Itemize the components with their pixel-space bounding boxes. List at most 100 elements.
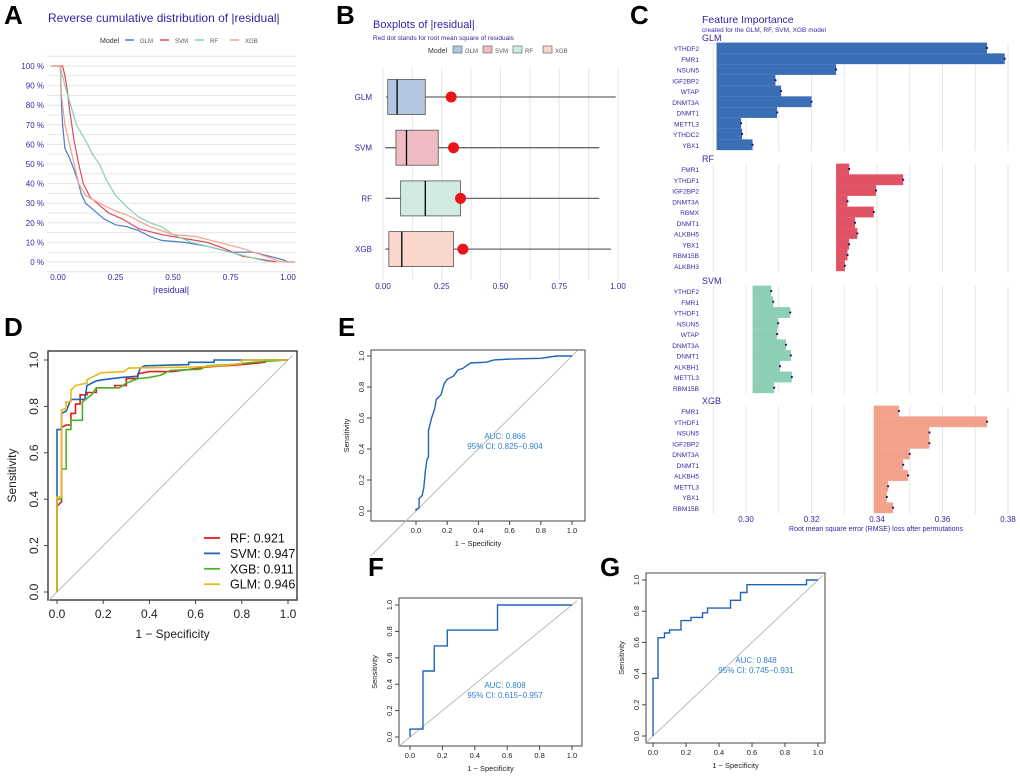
feature-label: NSUN5 bbox=[677, 321, 699, 328]
y-tick-label: 0.6 bbox=[27, 444, 41, 461]
group-label: RF bbox=[702, 154, 714, 164]
feature-label: METTL3 bbox=[674, 121, 699, 128]
x-tick-label: 0.8 bbox=[233, 607, 250, 621]
rmse-dot bbox=[445, 91, 457, 103]
box bbox=[395, 129, 439, 166]
chart-title: Reverse cumulative distribution of |resi… bbox=[48, 11, 280, 25]
feature-label: YBX1 bbox=[682, 143, 699, 150]
legend-label: SVM bbox=[495, 49, 508, 55]
legend-label: GLM bbox=[140, 39, 153, 45]
panel-label: B bbox=[336, 0, 355, 30]
rmse-dot bbox=[448, 142, 459, 154]
feature-label: DNMT1 bbox=[677, 111, 700, 118]
y-tick-label: 30 % bbox=[26, 199, 44, 208]
y-tick-label: 40 % bbox=[26, 180, 44, 189]
panel-label: F bbox=[368, 552, 384, 582]
x-tick-label: 0.2 bbox=[437, 751, 447, 760]
y-category-label: RF bbox=[361, 194, 372, 203]
feature-label: WTAP bbox=[681, 332, 699, 339]
ci-annotation: 95% CI: 0.615−0.957 bbox=[467, 691, 543, 700]
feature-label: DNMT1 bbox=[677, 463, 700, 470]
y-tick-label: 0.8 bbox=[385, 626, 394, 636]
importance-bar bbox=[873, 491, 887, 503]
legend-swatch bbox=[542, 45, 553, 54]
importance-point bbox=[776, 111, 779, 114]
roc-curve bbox=[56, 359, 288, 592]
panel-label: G bbox=[600, 552, 620, 582]
y-tick-label: 100 % bbox=[21, 62, 44, 71]
ci-annotation: 95% CI: 0.825−0.904 bbox=[467, 442, 543, 451]
x-tick-label: 0.6 bbox=[502, 751, 512, 760]
importance-bar bbox=[716, 42, 988, 54]
importance-point bbox=[928, 431, 931, 434]
importance-bar bbox=[873, 459, 904, 471]
box bbox=[388, 231, 454, 268]
importance-point bbox=[846, 253, 849, 257]
importance-point bbox=[751, 143, 754, 146]
feature-label: DNMT3A bbox=[672, 452, 699, 459]
importance-point bbox=[810, 100, 813, 103]
y-tick-label: 0.8 bbox=[357, 382, 366, 392]
legend-label: XGB bbox=[245, 39, 258, 45]
x-tick-label: 0.30 bbox=[738, 515, 754, 524]
legend-title: Model bbox=[428, 48, 448, 55]
feature-label: ALKBH5 bbox=[674, 232, 699, 239]
panel-label: C bbox=[630, 0, 649, 30]
y-tick-label: 0.4 bbox=[357, 444, 366, 454]
legend-label: GLM bbox=[465, 49, 478, 55]
feature-label: DNMT3A bbox=[672, 199, 699, 206]
x-axis-label: Root mean square error (RMSE) loss after… bbox=[789, 526, 963, 533]
x-axis-label: 1 − Specificity bbox=[135, 627, 209, 641]
feature-label: FMR1 bbox=[681, 409, 699, 416]
feature-label: DNMT1 bbox=[677, 354, 700, 361]
x-tick-label: 0.38 bbox=[1000, 515, 1016, 524]
x-tick-label: 0.25 bbox=[108, 273, 124, 282]
importance-point bbox=[908, 452, 911, 456]
importance-point bbox=[885, 495, 888, 499]
importance-point bbox=[848, 167, 851, 171]
auc-annotation: AUC: 0.808 bbox=[484, 681, 526, 690]
plot-frame bbox=[645, 572, 826, 744]
x-tick-label: 0.0 bbox=[49, 607, 66, 621]
importance-point bbox=[779, 89, 783, 93]
importance-bar bbox=[836, 163, 850, 175]
legend-label: RF bbox=[525, 49, 533, 55]
x-tick-label: 1.0 bbox=[813, 748, 823, 757]
legend: Model GLM SVM RF XGB bbox=[100, 38, 258, 45]
x-tick-label: 0.0 bbox=[405, 751, 415, 760]
importance-point bbox=[902, 463, 905, 466]
x-tick-label: 0.0 bbox=[411, 526, 421, 535]
diagonal-reference-line bbox=[47, 354, 294, 602]
importance-bar bbox=[836, 238, 850, 250]
chart-subtitle: created for the GLM, RF, SVM, XGB model bbox=[702, 27, 826, 34]
importance-bar bbox=[716, 139, 753, 151]
importance-bar bbox=[836, 185, 877, 196]
importance-point bbox=[897, 409, 901, 413]
x-axis-label: |residual| bbox=[153, 285, 189, 295]
legend-label: GLM: 0.946 bbox=[230, 578, 295, 592]
feature-label: FMR1 bbox=[681, 57, 699, 64]
importance-bar bbox=[836, 260, 845, 272]
importance-point bbox=[902, 178, 905, 181]
importance-bar bbox=[873, 416, 988, 428]
feature-label: FMR1 bbox=[681, 167, 699, 174]
auc-annotation: AUC: 0.848 bbox=[735, 656, 777, 665]
feature-label: ALKBH3 bbox=[674, 264, 699, 271]
plot-frame bbox=[398, 597, 583, 747]
importance-point bbox=[985, 420, 989, 423]
feature-label: YTHDF2 bbox=[674, 46, 700, 53]
importance-bar bbox=[716, 107, 778, 118]
roc-curve bbox=[409, 604, 572, 737]
y-tick-label: 0.0 bbox=[357, 506, 366, 516]
y-tick-label: 0.0 bbox=[27, 583, 41, 600]
y-tick-label: 1.0 bbox=[357, 351, 366, 361]
legend-label: SVM bbox=[175, 39, 188, 45]
y-tick-label: 0.4 bbox=[632, 668, 641, 678]
diagonal-reference-line bbox=[645, 574, 824, 743]
panel-label: E bbox=[338, 312, 355, 342]
chart-title: Boxplots of |residual| bbox=[373, 19, 475, 31]
y-tick-label: 0.6 bbox=[632, 637, 641, 647]
diagonal-reference-line bbox=[398, 600, 578, 747]
legend-label: SVM: 0.947 bbox=[230, 547, 295, 561]
x-tick-label: 0.4 bbox=[473, 526, 483, 535]
